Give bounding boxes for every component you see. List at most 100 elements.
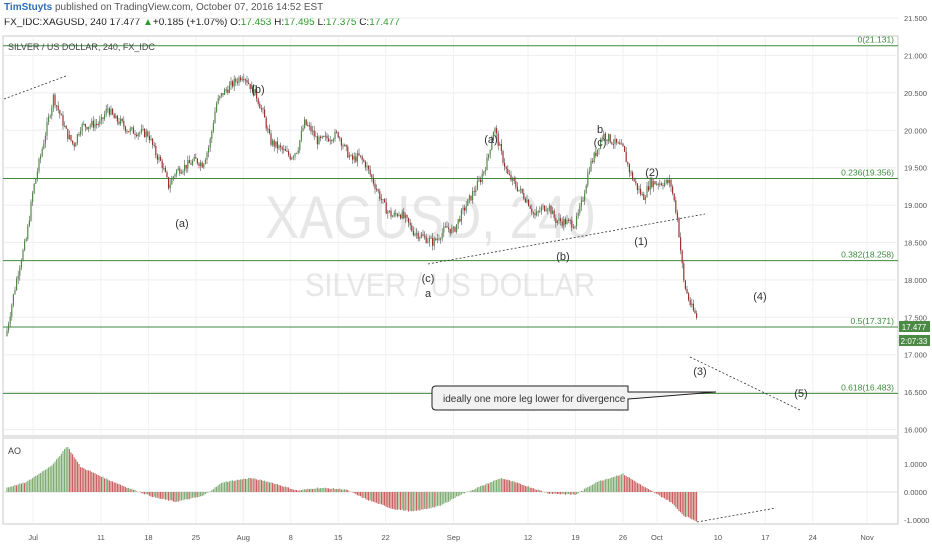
candle-body (345, 144, 347, 147)
candle-body (371, 174, 373, 178)
candle-body (54, 94, 56, 106)
candle-body (115, 115, 117, 119)
candle-body (104, 114, 106, 119)
candle-body (267, 128, 269, 130)
price-tick-label: 20.500 (904, 89, 927, 98)
price-axis[interactable]: 21.500 21.000 20.500 20.000 19.500 19.000 18.5… (904, 14, 929, 525)
candle-body (14, 289, 16, 295)
candle-body (614, 138, 616, 144)
candle-body (617, 142, 619, 144)
candle-body (491, 140, 493, 150)
ao-pane[interactable]: AO (3, 446, 898, 522)
wave-label: (b) (251, 84, 264, 96)
candle-body (273, 140, 275, 147)
candle-body (233, 78, 235, 87)
price-tick-label: 19.500 (904, 164, 927, 173)
candle-body (542, 205, 544, 208)
candle-body (683, 263, 685, 281)
candle-body (632, 172, 634, 180)
candle-body (44, 135, 46, 144)
candle-body (28, 220, 30, 226)
candle-body (139, 132, 141, 134)
time-tick-label: 19 (571, 533, 579, 542)
last-price-tag-bg (899, 321, 930, 332)
candle-body (248, 82, 250, 84)
candle-body (249, 83, 251, 89)
candle-body (78, 134, 80, 136)
candle-body (232, 81, 234, 87)
candle-body (129, 128, 131, 132)
candle-body (224, 89, 226, 95)
candle-body (449, 228, 451, 234)
candle-body (528, 199, 530, 207)
candle-body (382, 199, 384, 201)
price-tick-label: 18.000 (904, 276, 927, 285)
candle-body (48, 116, 50, 123)
candle-body (107, 108, 109, 110)
candle-body (561, 221, 563, 226)
price-tick-label: 17.000 (904, 351, 927, 360)
candle-body (388, 210, 390, 212)
candle-body (148, 135, 150, 140)
candle-body (329, 140, 331, 142)
candle-body (675, 200, 677, 213)
candle-body (654, 181, 656, 185)
candle-body (443, 226, 445, 233)
candle-body (566, 219, 568, 225)
candle-body (30, 201, 32, 221)
candle-body (316, 136, 318, 145)
candle-body (339, 137, 341, 139)
candle-body (515, 181, 517, 187)
candle-body (152, 138, 154, 145)
candle-body (337, 132, 339, 138)
wave-label: (c) (594, 137, 607, 149)
candle-body (92, 120, 94, 128)
candle-body (254, 89, 256, 96)
candle-body (657, 183, 659, 185)
ao-tick-label: 1.0000 (904, 460, 927, 469)
candle-body (529, 206, 531, 209)
author-link[interactable]: TimStuyts (4, 2, 53, 13)
candle-body (318, 136, 320, 145)
candle-body (280, 145, 282, 148)
price-tick-label: 18.500 (904, 239, 927, 248)
candle-body (142, 129, 144, 131)
candle-body (635, 181, 637, 184)
candle-body (256, 89, 258, 99)
candle-body (315, 136, 317, 138)
candle-body (508, 173, 510, 175)
candle-body (472, 191, 474, 201)
candle-body (116, 115, 118, 122)
candle-body (636, 183, 638, 190)
price-tick-label: 21.000 (904, 52, 927, 61)
annotation-callout[interactable]: ideally one more leg lower for divergenc… (431, 385, 717, 411)
main-pane[interactable]: XAGUSD, 240 SILVER / US DOLLAR 0(21.131)… (2, 17, 899, 525)
candle-body (328, 138, 330, 142)
candle-body (556, 220, 558, 223)
wave-label: b (597, 124, 603, 136)
candle-body (404, 214, 406, 218)
candle-body (307, 125, 309, 127)
candle-body (168, 177, 170, 189)
candle-body (609, 134, 611, 143)
candle-body (592, 161, 594, 163)
candle-body (385, 202, 387, 214)
chart-title: SILVER / US DOLLAR, 240, FX_IDC (8, 42, 155, 52)
time-tick-label: 22 (382, 533, 390, 542)
time-tick-label: Oct (651, 533, 664, 542)
candle-body (678, 217, 680, 238)
candle-body (9, 316, 11, 324)
candle-body (558, 218, 560, 221)
candle-body (400, 214, 402, 219)
candle-body (22, 250, 24, 261)
candle-body (676, 212, 678, 218)
time-tick-label: 18 (144, 533, 152, 542)
candle-body (580, 200, 582, 206)
price-tick-label: 16.500 (904, 388, 927, 397)
candle-body (595, 152, 597, 156)
time-axis[interactable]: Jul 11 18 25 Aug 8 15 22 Sep 12 19 26 Oct 10 17 24 Nov (28, 533, 874, 542)
candle-body (585, 185, 587, 194)
candle-body (531, 208, 533, 213)
candle-body (603, 133, 605, 138)
